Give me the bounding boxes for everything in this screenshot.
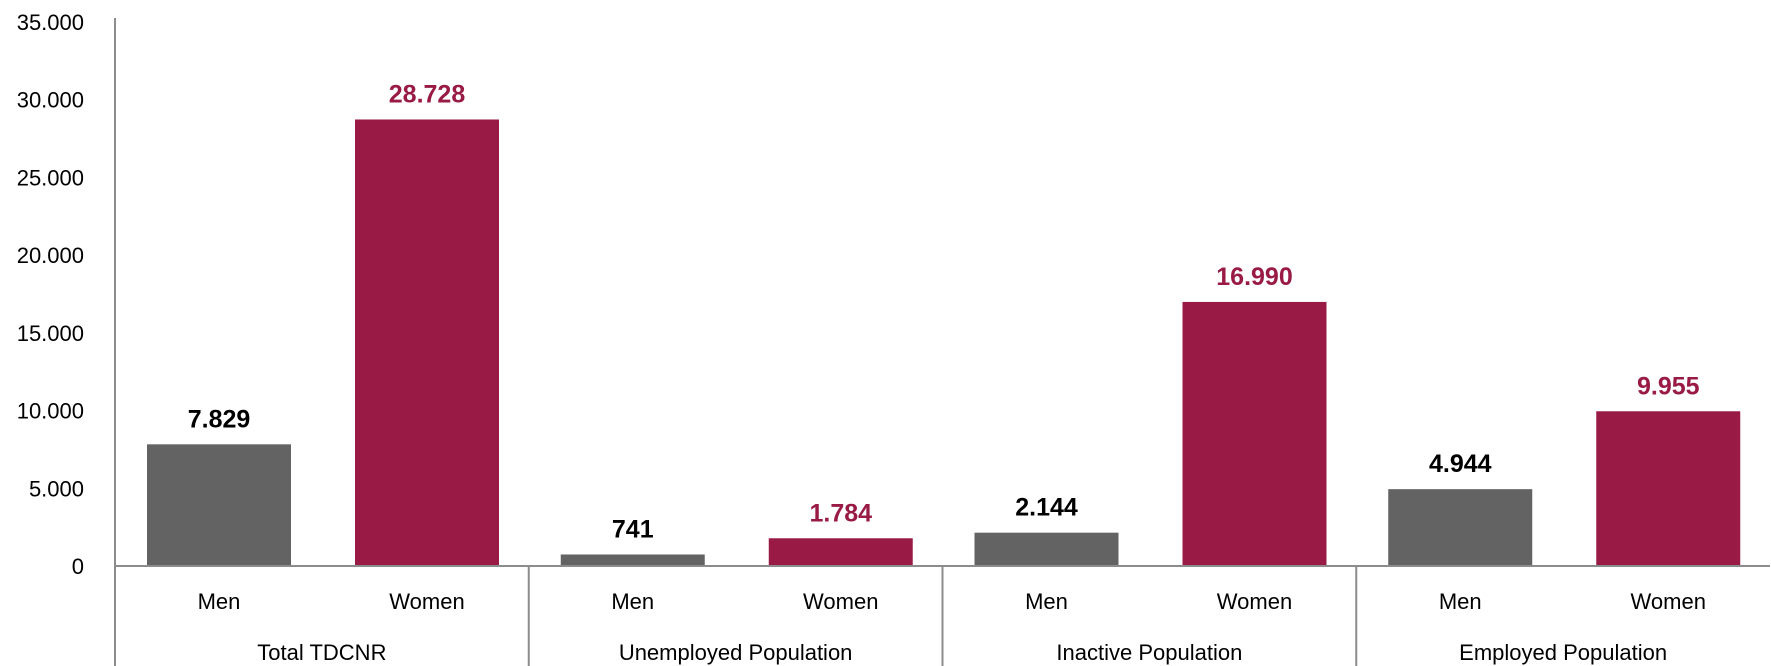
y-tick-label: 15.000 (17, 321, 84, 346)
value-labels: 7.829 28.728 741 1.784 2.144 16.990 4.944 9.955 (188, 80, 1700, 543)
bar-men (147, 444, 291, 566)
y-tick-label: 25.000 (17, 165, 84, 190)
group-label: Employed Population (1459, 640, 1667, 665)
category-label: Men (1439, 589, 1482, 614)
bar-men (974, 532, 1119, 566)
group-label: Inactive Population (1056, 640, 1242, 665)
y-tick-label: 30.000 (17, 88, 84, 113)
bar-women (1596, 411, 1741, 566)
bar-women (355, 119, 499, 566)
value-label: 4.944 (1429, 450, 1492, 478)
group-label: Total TDCNR (257, 640, 386, 665)
bars (147, 119, 1741, 566)
value-label: 1.784 (809, 499, 872, 527)
category-label: Women (1631, 589, 1706, 614)
group-label: Unemployed Population (619, 640, 853, 665)
value-label: 7.829 (188, 405, 251, 433)
y-tick-label: 5.000 (29, 476, 84, 501)
category-label: Women (803, 589, 878, 614)
y-tick-label: 20.000 (17, 243, 84, 268)
y-tick-label: 35.000 (17, 10, 84, 35)
bar-women (768, 538, 913, 566)
value-label: 741 (612, 515, 654, 543)
category-label: Men (611, 589, 654, 614)
value-label: 2.144 (1015, 494, 1078, 522)
bar-men (1388, 489, 1533, 566)
category-label: Women (389, 589, 464, 614)
category-label: Men (198, 589, 241, 614)
y-tick-label: 10.000 (17, 399, 84, 424)
category-label: Women (1217, 589, 1292, 614)
value-label: 9.955 (1637, 372, 1700, 400)
value-label: 28.728 (389, 80, 466, 108)
y-axis-ticks: 0 5.000 10.000 15.000 20.000 25.000 30.000 35.0… (17, 10, 84, 579)
value-label: 16.990 (1216, 263, 1292, 291)
y-tick-label: 0 (72, 554, 84, 579)
bar-men (560, 554, 705, 566)
category-label: Men (1025, 589, 1068, 614)
bar-women (1182, 301, 1327, 566)
x-axis: Men Women Total TDCNR Men Women Unemployed Po… (114, 18, 1770, 666)
